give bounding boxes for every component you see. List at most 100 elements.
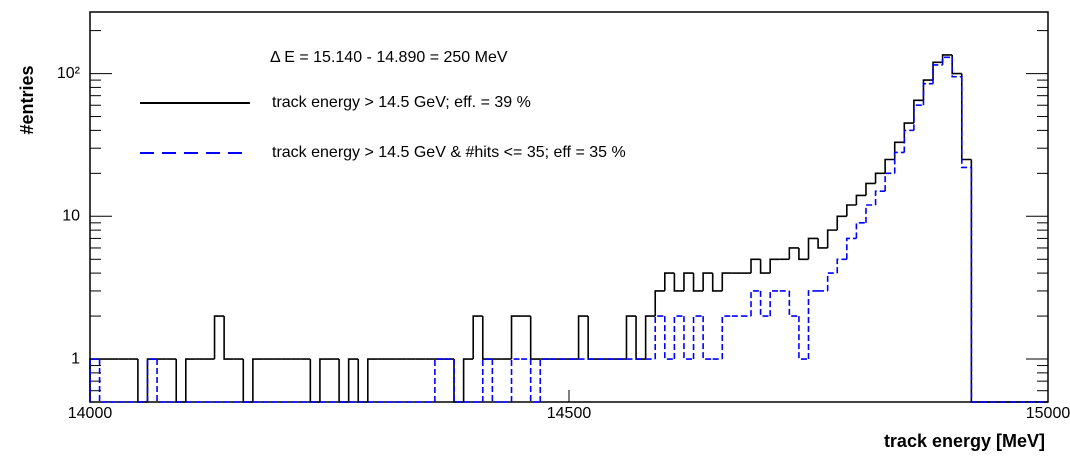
histogram-bin	[970, 167, 981, 403]
histogram-bin	[807, 237, 819, 260]
histogram-bin	[798, 247, 809, 261]
histogram-bin	[855, 222, 866, 239]
histogram-bin	[98, 359, 110, 403]
histogram-bin	[826, 272, 838, 291]
histogram-bin	[644, 315, 656, 360]
histogram-bin	[874, 190, 886, 205]
histogram-bin	[913, 99, 924, 124]
histogram-bin	[913, 104, 924, 131]
histogram-bin	[836, 215, 847, 231]
histogram-bin	[223, 316, 234, 360]
histogram-bin	[702, 272, 713, 291]
histogram-bin	[769, 258, 780, 274]
y-tick-label: 10	[62, 208, 80, 225]
histogram-bin	[319, 358, 330, 402]
histogram-bin	[539, 358, 550, 402]
histogram-bin	[692, 273, 704, 292]
histogram-bin	[587, 316, 598, 360]
histogram-bin	[462, 358, 474, 402]
histogram-bin	[702, 316, 713, 360]
histogram-bin	[750, 258, 761, 274]
histogram-bin	[970, 159, 981, 403]
x-tick-label: 15000	[1026, 405, 1070, 422]
legend-label: track energy > 14.5 GeV & #hits <= 35; e…	[272, 144, 626, 161]
histogram-bin	[213, 315, 225, 360]
histogram-bin	[836, 258, 847, 274]
histogram-bin	[146, 358, 158, 402]
histogram-bin	[846, 204, 857, 217]
histogram-bin	[884, 172, 895, 192]
histogram-bin	[577, 315, 589, 360]
histogram-bin	[692, 315, 704, 360]
histogram-bin	[664, 272, 675, 291]
histogram-bin	[951, 57, 962, 78]
histogram-bin	[683, 316, 694, 360]
histogram-bin	[453, 359, 464, 403]
histogram-bin	[367, 358, 378, 402]
histogram-bin	[635, 316, 646, 360]
histogram-bin	[932, 64, 943, 84]
histogram-bin	[807, 290, 819, 360]
histogram-bin	[846, 237, 857, 260]
histogram-bin	[175, 359, 186, 403]
histogram-bin	[721, 315, 732, 360]
plot-frame	[89, 11, 1049, 403]
legend-label: track energy > 14.5 GeV; eff. = 39 %	[272, 94, 531, 111]
histogram-bin	[347, 358, 359, 402]
histogram-bin	[491, 359, 502, 403]
histogram-bin	[481, 316, 493, 360]
annotation: Δ E = 15.140 - 14.890 = 250 MeV	[270, 49, 508, 66]
y-tick-label: 10²	[57, 65, 81, 82]
histogram-bin	[750, 290, 761, 317]
histogram-bin	[903, 122, 914, 143]
histogram-bin	[798, 316, 809, 360]
histogram-bin	[922, 82, 934, 106]
histogram-bin	[529, 316, 541, 360]
histogram-bin	[769, 290, 780, 317]
histogram-bin	[788, 290, 799, 317]
y-axis-label: #entries	[17, 65, 37, 134]
x-tick-label: 14000	[68, 405, 113, 422]
histogram-bin	[884, 158, 895, 174]
histogram-bin	[817, 238, 828, 249]
histogram-bin	[664, 316, 675, 360]
histogram-bin	[865, 204, 876, 223]
histogram-bin	[357, 359, 368, 403]
histogram-bin	[874, 172, 886, 184]
histogram-bin	[654, 290, 665, 317]
x-tick-label: 14500	[547, 405, 592, 422]
histogram-bin	[146, 358, 158, 402]
histogram-bin	[865, 182, 876, 196]
histogram-bin	[156, 359, 167, 403]
histogram-bin	[453, 359, 464, 403]
histogram-bin	[137, 359, 148, 403]
histogram-bin	[654, 315, 665, 360]
histogram-bin	[673, 273, 684, 292]
histogram-bin	[89, 358, 100, 402]
y-tick-label: 1	[71, 350, 80, 367]
histogram-bin	[242, 359, 253, 403]
histogram-bin	[472, 315, 483, 360]
histogram-bin	[893, 151, 905, 174]
histogram-bin	[510, 358, 522, 402]
histogram-bin	[434, 358, 445, 402]
histogram-bin	[529, 359, 541, 403]
histogram-bin	[951, 54, 962, 75]
histogram-bin	[826, 229, 838, 248]
histogram-bin	[893, 141, 905, 160]
histogram-bin	[788, 247, 799, 260]
histogram-bin	[185, 358, 196, 402]
histogram-bin	[711, 273, 723, 292]
histogram-bin	[855, 194, 866, 205]
histogram-bin	[759, 259, 771, 274]
histogram-bin	[721, 272, 732, 291]
histogram-bin	[941, 54, 953, 63]
histogram-bin	[960, 76, 972, 169]
histogram-bin	[625, 315, 637, 360]
histogram-bin	[903, 129, 914, 153]
histogram-bin	[759, 290, 771, 317]
histogram-bin	[941, 56, 953, 65]
histogram-bin	[960, 73, 972, 161]
histogram-bin	[252, 358, 263, 402]
